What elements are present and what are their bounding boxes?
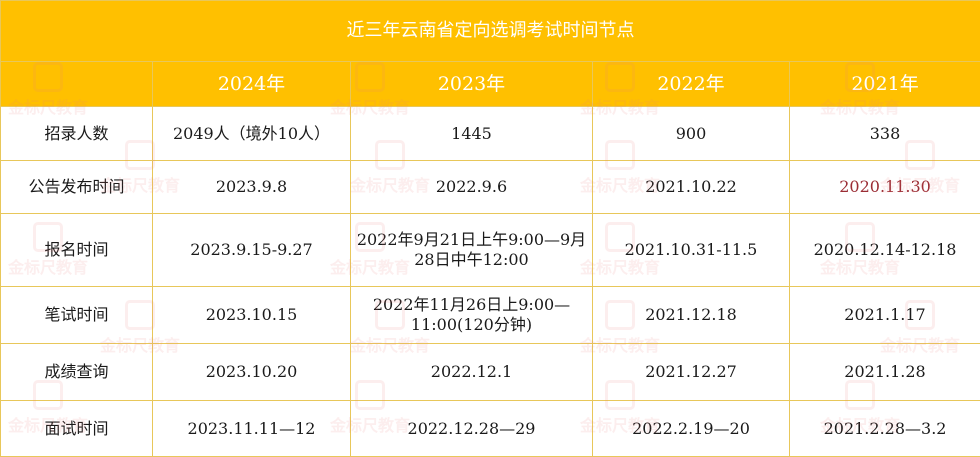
- table-row: 报名时间 2023.9.15-9.27 2022年9月21日上午9:00—9月2…: [1, 214, 980, 287]
- cell-written-exam-2022: 2021.12.18: [593, 287, 790, 344]
- row-label-score-query: 成绩查询: [1, 344, 153, 401]
- row-label-announcement: 公告发布时间: [1, 161, 153, 214]
- column-header-2021: 2021年: [790, 62, 980, 107]
- cell-announcement-2023: 2022.9.6: [351, 161, 593, 214]
- header-corner: [1, 62, 153, 107]
- column-header-2022: 2022年: [593, 62, 790, 107]
- row-label-interview: 面试时间: [1, 401, 153, 457]
- cell-announcement-2022: 2021.10.22: [593, 161, 790, 214]
- row-label-recruits: 招录人数: [1, 107, 153, 161]
- cell-written-exam-2021: 2021.1.17: [790, 287, 980, 344]
- cell-interview-2021: 2021.2.28—3.2: [790, 401, 980, 457]
- cell-interview-2022: 2022.2.19—20: [593, 401, 790, 457]
- table-row: 面试时间 2023.11.11—12 2022.12.28—29 2022.2.…: [1, 401, 980, 457]
- cell-recruits-2023: 1445: [351, 107, 593, 161]
- cell-recruits-2021: 338: [790, 107, 980, 161]
- cell-score-query-2021: 2021.1.28: [790, 344, 980, 401]
- table-row: 招录人数 2049人（境外10人） 1445 900 338: [1, 107, 980, 161]
- column-header-2024: 2024年: [153, 62, 351, 107]
- cell-recruits-2024: 2049人（境外10人）: [153, 107, 351, 161]
- cell-interview-2023: 2022.12.28—29: [351, 401, 593, 457]
- cell-registration-2023: 2022年9月21日上午9:00—9月28日中午12:00: [351, 214, 593, 287]
- table-row: 公告发布时间 2023.9.8 2022.9.6 2021.10.22 2020…: [1, 161, 980, 214]
- table-row: 笔试时间 2023.10.15 2022年11月26日上9:00—11:00(1…: [1, 287, 980, 344]
- table-title: 近三年云南省定向选调考试时间节点: [1, 1, 980, 62]
- row-label-registration: 报名时间: [1, 214, 153, 287]
- cell-interview-2024: 2023.11.11—12: [153, 401, 351, 457]
- cell-score-query-2022: 2021.12.27: [593, 344, 790, 401]
- cell-registration-2024: 2023.9.15-9.27: [153, 214, 351, 287]
- header-row: 2024年 2023年 2022年 2021年: [1, 62, 980, 107]
- cell-written-exam-2024: 2023.10.15: [153, 287, 351, 344]
- cell-registration-2022: 2021.10.31-11.5: [593, 214, 790, 287]
- cell-registration-2021: 2020.12.14-12.18: [790, 214, 980, 287]
- cell-score-query-2023: 2022.12.1: [351, 344, 593, 401]
- column-header-2023: 2023年: [351, 62, 593, 107]
- cell-written-exam-2023: 2022年11月26日上9:00—11:00(120分钟): [351, 287, 593, 344]
- cell-recruits-2022: 900: [593, 107, 790, 161]
- table-row: 成绩查询 2023.10.20 2022.12.1 2021.12.27 202…: [1, 344, 980, 401]
- cell-announcement-2021: 2020.11.30: [790, 161, 980, 214]
- cell-score-query-2024: 2023.10.20: [153, 344, 351, 401]
- cell-announcement-2024: 2023.9.8: [153, 161, 351, 214]
- row-label-written-exam: 笔试时间: [1, 287, 153, 344]
